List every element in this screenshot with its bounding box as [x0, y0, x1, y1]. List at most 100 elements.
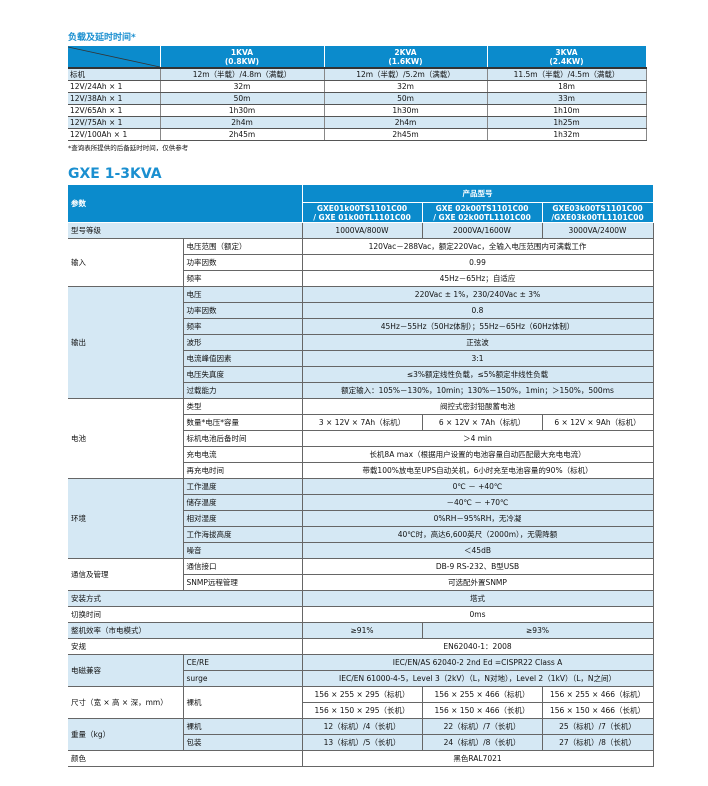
spec-value: 可选配外置SNMP [302, 574, 654, 591]
model-cell: GXE03k00TS1101C00/GXE03k00TL1101C00 [542, 202, 654, 223]
spec-row: 型号等级 1000VA/800W 2000VA/1600W 3000VA/2400W [68, 222, 654, 239]
model-number: GXE03k00TS1101C00 [552, 203, 643, 213]
spec-row: 工作海拔高度 40℃时，高达6,600英尺（2000m），无需降额 [68, 526, 654, 543]
spec-value: 带载100%放电至UPS自动关机，6小时充至电池容量的90%（标机） [302, 462, 654, 479]
backup-time-cell: 2h45m [324, 128, 488, 141]
spec-row: 频率 45Hz－65Hz；自适应 [68, 270, 654, 287]
param-label: SNMP远程管理 [183, 574, 303, 591]
param-label: 包装 [183, 734, 303, 751]
spec-value: 24（标机）/8（长机） [422, 734, 543, 751]
param-label: 相对湿度 [183, 510, 303, 527]
group-label: 尺寸（宽 × 高 × 深，mm） [68, 686, 184, 719]
spec-row: 156 × 150 × 295（长机） 156 × 150 × 466（长机） 15… [68, 702, 654, 719]
group-label: 整机效率（市电模式） [68, 622, 303, 639]
group-label: 安规 [68, 638, 303, 655]
spec-row: 充电电流 长机8A max（根据用户设置的电池容量自动匹配最大充电电流） [68, 446, 654, 463]
spec-row: 电磁兼容 CE/RE IEC/EN/AS 62040-2 2nd Ed =CISPR… [68, 654, 654, 687]
spec-row: 安规 EN62040-1：2008 [68, 638, 654, 655]
backup-time-cell: 2h4m [324, 116, 488, 129]
param-label: CE/RE [183, 654, 303, 671]
backup-time-cell: 11.5m（半载）/4.5m（满载） [487, 68, 647, 81]
table-row: 12V/24Ah × 1 32m 32m 18m [68, 80, 647, 93]
group-label: 输入 [68, 238, 184, 287]
backup-time-cell: 18m [487, 80, 647, 93]
param-label: 过载能力 [183, 382, 303, 399]
backup-time-cell: 32m [324, 80, 488, 93]
backup-time-cell: 1h30m [160, 104, 325, 117]
model-cell: GXE01k00TS1101C00/ GXE 01k00TL1101C00 [302, 202, 423, 223]
spec-row: 频率 45Hz－55Hz（50Hz体制）；55Hz－65Hz（60Hz体制） [68, 318, 654, 335]
spec-row: 环境 工作温度 0℃ － +40℃ [68, 478, 654, 559]
spec-value: ≥93% [422, 622, 654, 639]
column-header: 2KVA (1.6KW) [324, 46, 488, 69]
table-row: 标机 12m（半载）/4.8m（满载） 12m（半载）/5.2m（满载） 11.5m（… [68, 68, 647, 81]
model-number: GXE01k00TS1101C00 [316, 203, 408, 213]
param-label: 工作海拔高度 [183, 526, 303, 543]
backup-time-cell: 50m [160, 92, 325, 105]
spec-row: 电池 类型 阀控式密封铅酸蓄电池 [68, 398, 654, 479]
spec-value: 220Vac ± 1%，230/240Vac ± 3% [302, 286, 654, 303]
backup-time-table: 1KVA (0.8KW) 2KVA (1.6KW) 3KVA (2.4KW) 标机 12m（半… [68, 46, 647, 141]
model-cell: GXE 02k00TS1101C00/ GXE 02k00TL1101C00 [422, 202, 543, 223]
param-label: 频率 [183, 318, 303, 335]
spec-value: 45Hz－65Hz；自适应 [302, 270, 654, 287]
table-row: 12V/38Ah × 1 50m 50m 33m [68, 92, 647, 105]
spec-value: 阀控式密封铅酸蓄电池 [302, 398, 654, 415]
param-label: 标机电池后备时间 [183, 430, 303, 447]
spec-value: 1000VA/800W [302, 222, 423, 239]
spec-value: －40℃ － +70℃ [302, 494, 654, 511]
row-label: 12V/24Ah × 1 [68, 80, 161, 93]
param-label: 电流峰值因素 [183, 350, 303, 367]
kw-label: (0.8KW) [224, 56, 260, 66]
group-label: 电磁兼容 [68, 654, 184, 687]
row-label: 12V/75Ah × 1 [68, 116, 161, 129]
param-label: 裸机 [183, 686, 303, 719]
spec-value: 6 × 12V × 7Ah（标机） [422, 414, 543, 431]
model-row: GXE01k00TS1101C00/ GXE 01k00TL1101C00 GXE… [68, 202, 654, 223]
param-label: 功率因数 [183, 254, 303, 271]
backup-time-cell: 12m（半载）/5.2m（满载） [324, 68, 488, 81]
spec-row: 标机电池后备时间 ＞4 min [68, 430, 654, 447]
group-label: 型号等级 [68, 222, 303, 239]
spec-value: 25（标机）/7（长机） [542, 718, 654, 735]
spec-value: 13（标机）/5（长机） [302, 734, 423, 751]
model-number: / GXE 02k00TL1101C00 [433, 212, 531, 222]
spec-value: 2000VA/1600W [422, 222, 543, 239]
backup-time-cell: 33m [487, 92, 647, 105]
spec-row: 切换时间 0ms [68, 606, 654, 623]
spec-row: 包装 13（标机）/5（长机） 24（标机）/8（长机） 27（标机）/8（长机） [68, 734, 654, 751]
spec-value: DB-9 RS-232、B型USB [302, 558, 654, 575]
model-number: GXE 02k00TS1101C00 [435, 203, 529, 213]
spec-value: 156 × 150 × 466（长机） [542, 702, 654, 719]
group-label: 电池 [68, 398, 184, 479]
spec-title: GXE 1-3KVA [68, 166, 162, 182]
model-header: 产品型号 [302, 185, 654, 203]
spec-row: 重量（kg） 裸机 12（标机）/4（长机） 22（标机）/7（长机） 25（标机）/7… [68, 718, 654, 751]
spec-row: 过载能力 额定输入：105%－130%，10min；130%－150%，1min；… [68, 382, 654, 399]
param-label: 再充电时间 [183, 462, 303, 479]
spec-row: 噪音 ＜45dB [68, 542, 654, 559]
spec-value: 6 × 12V × 9Ah（标机） [542, 414, 654, 431]
spec-value: 156 × 255 × 466（标机） [422, 686, 543, 703]
param-label: 储存温度 [183, 494, 303, 511]
backup-time-cell: 12m（半载）/4.8m（满载） [160, 68, 325, 81]
diagonal-header-cell [68, 46, 161, 69]
backup-note: *查询表所提供的后备延时时间，仅供参考 [68, 144, 189, 152]
param-label: 充电电流 [183, 446, 303, 463]
param-label: 电压范围（额定） [183, 238, 303, 255]
spec-value: 0%RH－95%RH，无冷凝 [302, 510, 654, 527]
param-label: 数量*电压*容量 [183, 414, 303, 431]
group-label: 安装方式 [68, 590, 303, 607]
spec-value: 3000VA/2400W [542, 222, 654, 239]
backup-time-cell: 1h25m [487, 116, 647, 129]
spec-value: 0.99 [302, 254, 654, 271]
param-label: 功率因数 [183, 302, 303, 319]
backup-time-cell: 1h32m [487, 128, 647, 141]
spec-value: 黑色RAL7021 [302, 750, 654, 767]
group-label: 颜色 [68, 750, 303, 767]
spec-row: 尺寸（宽 × 高 × 深，mm） 裸机 156 × 255 × 295（标机） 156… [68, 686, 654, 719]
spec-row: 功率因数 0.99 [68, 254, 654, 271]
spec-value: EN62040-1：2008 [302, 638, 654, 655]
spec-value: ≤3%额定线性负载，≤5%额定非线性负载 [302, 366, 654, 383]
spec-row: 通信及管理 通信接口 DB-9 RS-232、B型USB [68, 558, 654, 591]
